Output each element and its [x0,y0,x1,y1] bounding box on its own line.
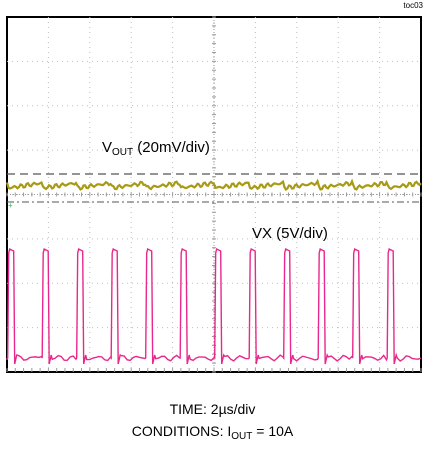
conditions-label: CONDITIONS: IOUT = 10A [131,423,294,442]
figure-tag: toc03 [403,1,423,10]
time-base-label: TIME: 2µs/div [169,401,256,417]
channel-marker: + [8,201,13,210]
graticule [6,16,422,373]
vout-trace [5,178,422,192]
vx-label: VX (5V/div) [252,225,328,242]
vx-trace [6,247,422,365]
vout-label: VOUT (20mV/div) [102,139,210,158]
